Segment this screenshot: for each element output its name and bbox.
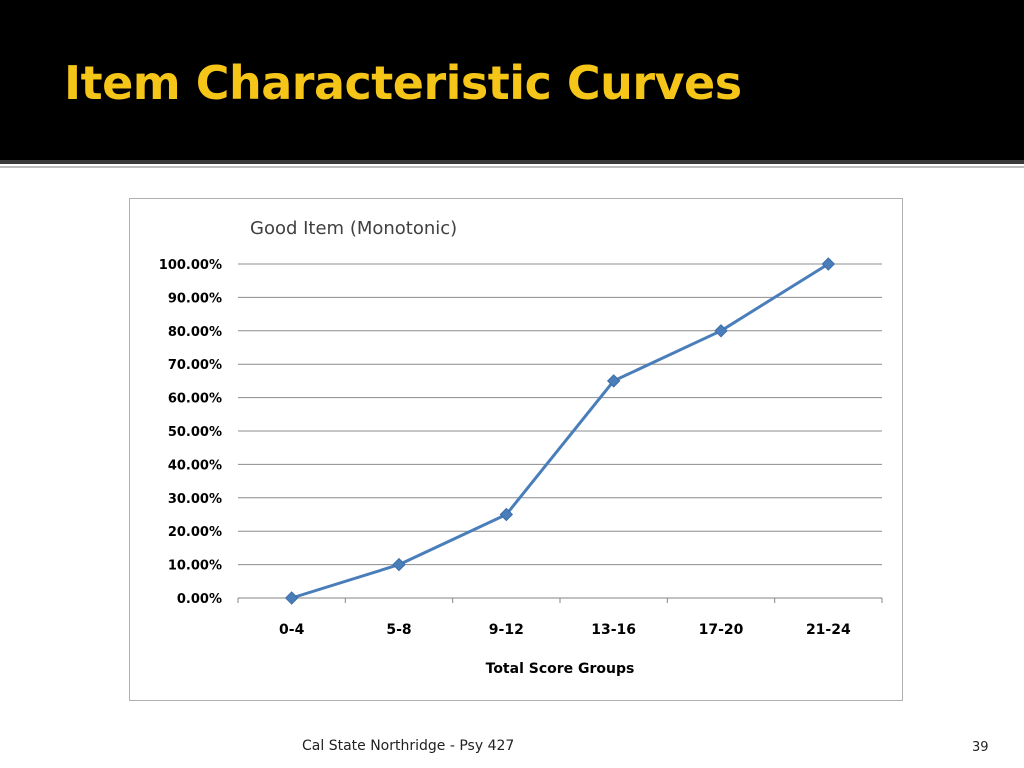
y-tick-label: 0.00%	[177, 592, 222, 607]
y-tick-label: 100.00%	[159, 258, 222, 273]
y-tick-label: 20.00%	[168, 525, 222, 540]
page-number: 39	[972, 740, 989, 755]
title-divider	[0, 160, 1024, 164]
x-tick-label: 5-8	[386, 622, 411, 638]
y-tick-label: 90.00%	[168, 291, 222, 306]
chart-title: Good Item (Monotonic)	[250, 218, 457, 239]
line-chart: Good Item (Monotonic) 0.00% 10.00% 20.00% 30…	[159, 218, 883, 677]
footer-text: Cal State Northridge - Psy 427	[302, 738, 515, 754]
y-tick-label: 70.00%	[168, 358, 222, 373]
x-tick-label: 13-16	[591, 622, 636, 638]
data-point	[821, 257, 836, 271]
y-tick-label: 80.00%	[168, 325, 222, 340]
y-tick-label: 10.00%	[168, 559, 222, 574]
x-tick-label: 21-24	[806, 622, 851, 638]
y-tick-label: 60.00%	[168, 392, 222, 407]
data-point	[392, 557, 406, 572]
slide-title: Item Characteristic Curves	[64, 56, 742, 110]
x-tick-label: 17-20	[699, 622, 744, 638]
chart-container: Good Item (Monotonic) 0.00% 10.00% 20.00% 30…	[129, 198, 903, 701]
y-tick-label: 30.00%	[168, 492, 222, 507]
y-tick-label: 50.00%	[168, 425, 222, 440]
data-point	[606, 374, 621, 388]
x-axis-title: Total Score Groups	[486, 661, 635, 677]
x-tick-label: 9-12	[489, 622, 524, 638]
y-tick-label: 40.00%	[168, 458, 222, 473]
data-point	[499, 507, 514, 522]
title-bar: Item Characteristic Curves	[0, 0, 1024, 160]
series-line	[291, 262, 830, 600]
data-point	[714, 324, 728, 338]
title-divider-light	[0, 166, 1024, 168]
data-point	[284, 591, 299, 605]
x-tick-label: 0-4	[279, 622, 305, 638]
